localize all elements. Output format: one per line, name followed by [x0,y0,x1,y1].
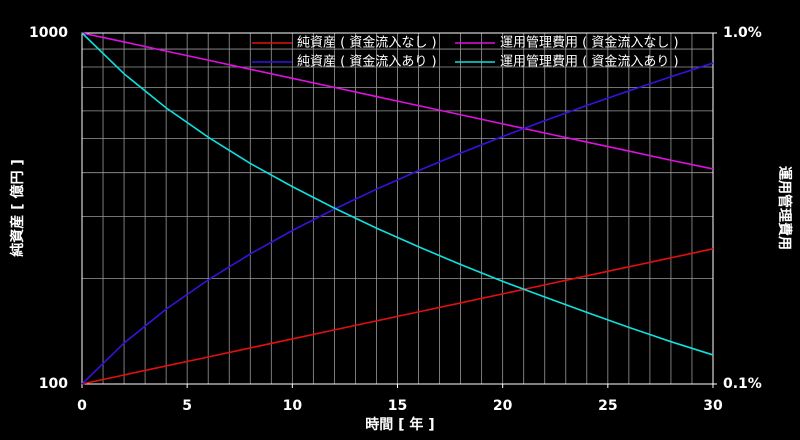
legend-label: 運用管理費用 ( 資金流入なし ) [500,35,679,51]
y-tick-label: 1000 [29,25,68,41]
legend-label: 純資産 ( 資金流入あり ) [297,54,437,70]
x-tick-label: 10 [283,398,303,414]
legend-label: 運用管理費用 ( 資金流入あり ) [500,54,679,70]
x-tick-label: 0 [77,398,87,414]
y2-tick-label: 0.1% [723,376,762,392]
y2-axis-label: 運用管理費用 [776,166,793,250]
legend-label: 純資産 ( 資金流入なし ) [297,35,437,51]
x-tick-label: 25 [598,398,617,414]
x-tick-label: 15 [388,398,407,414]
plot-frame [81,32,714,385]
series-line [81,32,714,356]
x-tick-label: 30 [703,398,723,414]
series-line [81,62,714,385]
y2-tick-label: 1.0% [723,25,762,41]
series-line [81,32,714,170]
y-tick-label: 100 [39,376,68,392]
x-tick-label: 20 [493,398,513,414]
y-axis-label: 純資産 [ 億円 ] [9,159,26,256]
x-axis-label: 時間 [ 年 ] [365,416,434,433]
series-line [81,248,714,385]
x-tick-label: 5 [182,398,192,414]
